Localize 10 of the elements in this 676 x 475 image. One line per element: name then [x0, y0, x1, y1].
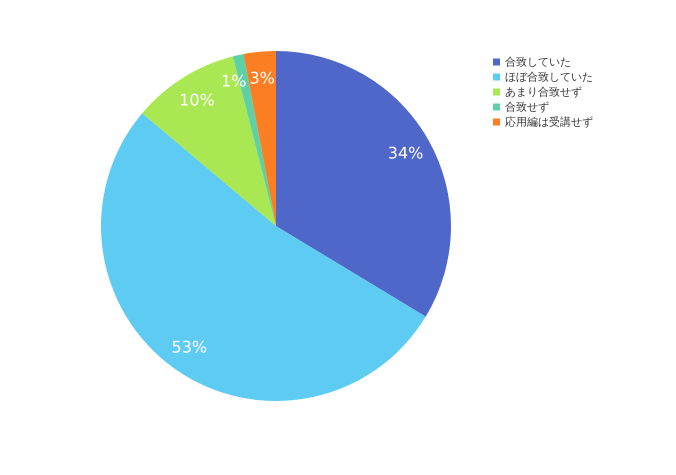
legend-label: 合致していた: [505, 56, 571, 68]
data-label: 53%: [172, 337, 208, 356]
legend-label: 応用編は受講せず: [505, 116, 593, 128]
data-label: 10%: [179, 90, 215, 110]
legend-label: 合致せず: [505, 100, 549, 114]
data-label: 34%: [388, 143, 424, 162]
legend-label: あまり合致せず: [505, 86, 582, 98]
data-label: 3%: [249, 68, 275, 88]
data-label: 1%: [221, 71, 246, 90]
legend-label: ほぼ合致していた: [505, 70, 593, 84]
